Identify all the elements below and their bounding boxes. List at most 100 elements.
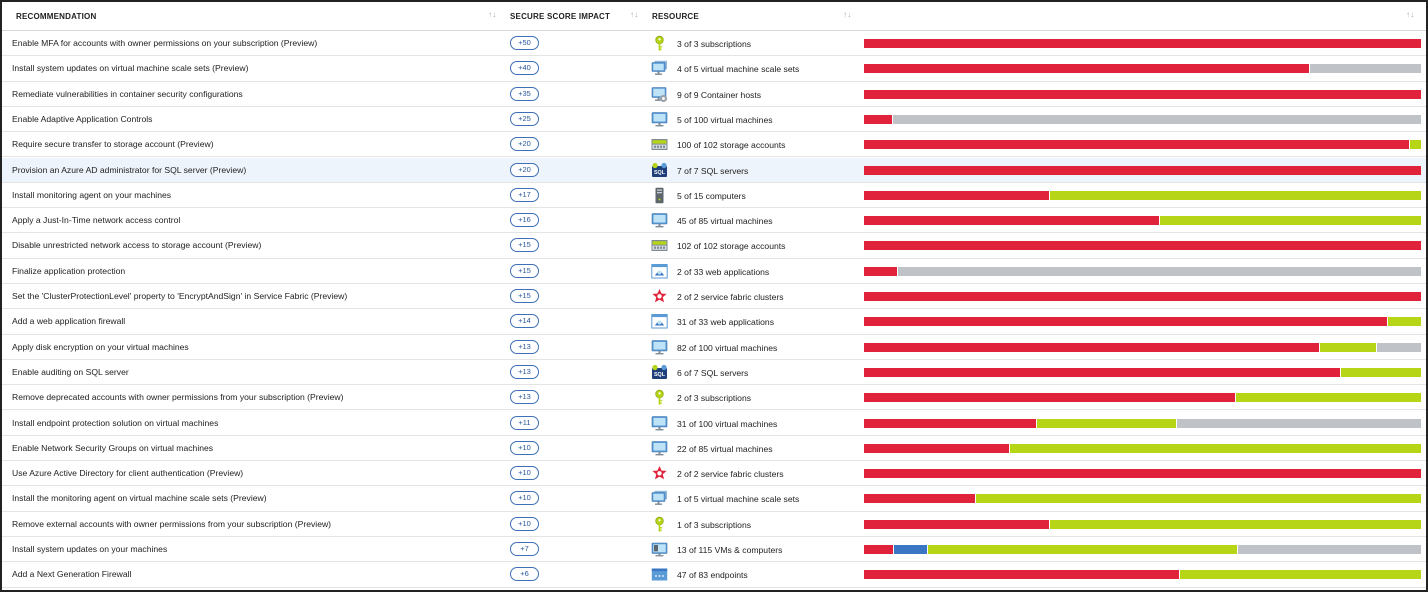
secure-score-impact-badge: +10 [510, 516, 539, 531]
table-row[interactable]: Add a Next Generation Firewall +6 47 of 83… [2, 562, 1426, 588]
secure-score-impact-badge: +20 [510, 137, 539, 152]
resource-health-bar [864, 89, 1421, 99]
table-row[interactable]: Install the monitoring agent on virtual … [2, 486, 1426, 512]
table-row[interactable]: Require secure transfer to storage accou… [2, 132, 1426, 158]
column-header-resource[interactable]: RESOURCE [652, 12, 699, 21]
resource-count: 7 of 7 SQL servers [677, 165, 749, 176]
health-segment-not-applicable [898, 266, 1421, 276]
virtual-machine-icon [651, 212, 668, 229]
web-application-icon [651, 313, 668, 330]
key-icon [651, 389, 668, 406]
health-segment-unhealthy [864, 418, 1037, 428]
secure-score-impact-badge: +25 [510, 111, 539, 126]
health-segment-healthy [1050, 190, 1421, 200]
health-segment-not-applicable [1238, 545, 1421, 554]
resource-count: 22 of 85 virtual machines [677, 443, 773, 454]
secure-score-impact-badge: +15 [510, 238, 539, 253]
health-segment-other [893, 545, 928, 554]
table-row[interactable]: Remediate vulnerabilities in container s… [2, 82, 1426, 107]
table-row[interactable]: Provision an Azure AD administrator for … [2, 157, 1426, 183]
health-segment-healthy [1009, 443, 1421, 453]
resource-health-bar [864, 519, 1421, 529]
table-row[interactable]: Enable Adaptive Application Controls +25 5… [2, 107, 1426, 133]
table-row[interactable]: Finalize application protection +15 2 of 3… [2, 259, 1426, 284]
health-segment-unhealthy [864, 443, 1009, 453]
recommendation-name: Install the monitoring agent on virtual … [12, 493, 267, 504]
resource-count: 3 of 3 subscriptions [677, 39, 752, 49]
table-row[interactable]: Add a web application firewall +14 31 of 3… [2, 309, 1426, 335]
virtual-machine-icon [651, 440, 668, 457]
resource-health-bar [864, 241, 1421, 251]
table-row[interactable]: Install system updates on your machines +… [2, 537, 1426, 563]
resource-count: 31 of 100 virtual machines [677, 418, 778, 429]
secure-score-impact-badge: +15 [510, 263, 539, 278]
health-segment-healthy [1387, 317, 1421, 327]
health-segment-unhealthy [864, 114, 892, 124]
health-segment-healthy [976, 494, 1421, 504]
virtual-machine-icon [651, 339, 668, 356]
vm-scale-set-icon [651, 60, 668, 77]
secure-score-impact-badge: +7 [510, 542, 539, 556]
table-row[interactable]: Install endpoint protection solution on … [2, 411, 1426, 436]
recommendation-name: Enable auditing on SQL server [12, 366, 129, 377]
recommendation-name: Install system updates on your machines [12, 544, 168, 554]
recommendation-name: Require secure transfer to storage accou… [12, 139, 214, 150]
health-segment-unhealthy [864, 393, 1235, 403]
secure-score-impact-badge: +14 [510, 314, 539, 329]
sort-icon[interactable]: ↑↓ [1406, 10, 1415, 19]
resource-health-bar [864, 140, 1421, 150]
health-segment-healthy [1409, 140, 1421, 150]
table-row[interactable]: Apply a Just-In-Time network access cont… [2, 208, 1426, 234]
resource-health-bar [864, 443, 1421, 453]
container-host-icon [651, 86, 668, 103]
table-row[interactable]: Set the 'ClusterProtectionLevel' propert… [2, 284, 1426, 310]
table-row[interactable]: Remove external accounts with owner perm… [2, 512, 1426, 537]
recommendation-name: Add a web application firewall [12, 316, 126, 327]
table-row[interactable]: Remove deprecated accounts with owner pe… [2, 385, 1426, 411]
resource-health-bar [864, 39, 1421, 48]
recommendation-name: Install system updates on virtual machin… [12, 63, 249, 74]
table-row[interactable]: Enable MFA for accounts with owner permi… [2, 31, 1426, 57]
sort-icon[interactable]: ↑↓ [843, 10, 852, 19]
health-segment-healthy [1235, 393, 1421, 403]
resource-health-bar [864, 342, 1421, 352]
health-segment-healthy [928, 545, 1238, 554]
health-segment-unhealthy [864, 140, 1409, 150]
table-row[interactable]: Apply disk encryption on your virtual ma… [2, 335, 1426, 360]
table-row[interactable]: Enable auditing on SQL server +13 SQL 6 of … [2, 360, 1426, 386]
resource-health-bar [864, 114, 1421, 124]
health-segment-unhealthy [864, 545, 893, 554]
table-row[interactable]: Enable Network Security Groups on virtua… [2, 436, 1426, 462]
sort-icon[interactable]: ↑↓ [488, 10, 497, 19]
recommendation-name: Provision an Azure AD administrator for … [12, 164, 247, 175]
resource-count: 2 of 2 service fabric clusters [677, 292, 784, 302]
secure-score-impact-badge: +17 [510, 187, 539, 202]
resource-count: 13 of 115 VMs & computers [677, 545, 783, 555]
table-row[interactable]: Install system updates on virtual machin… [2, 56, 1426, 82]
table-row[interactable]: Disable unrestricted network access to s… [2, 233, 1426, 259]
resource-health-bar [864, 64, 1421, 74]
table-header: RECOMMENDATION ↑↓ SECURE SCORE IMPACT ↑↓… [2, 2, 1426, 31]
table-row[interactable]: Install monitoring agent on your machine… [2, 183, 1426, 209]
secure-score-impact-badge: +10 [510, 440, 539, 455]
recommendation-name: Enable Adaptive Application Controls [12, 113, 153, 124]
column-header-secure-score-impact[interactable]: SECURE SCORE IMPACT [510, 12, 611, 21]
table-row[interactable]: Use Azure Active Directory for client au… [2, 461, 1426, 487]
sql-server-icon: SQL [651, 364, 668, 381]
column-header-recommendation[interactable]: RECOMMENDATION [16, 12, 97, 21]
resource-count: 45 of 85 virtual machines [677, 216, 773, 227]
health-segment-unhealthy [864, 570, 1179, 580]
resource-count: 5 of 15 computers [677, 190, 746, 201]
sort-icon[interactable]: ↑↓ [630, 10, 639, 19]
recommendation-name: Install endpoint protection solution on … [12, 417, 219, 428]
health-segment-unhealthy [864, 64, 1309, 74]
health-segment-healthy [1341, 367, 1421, 377]
resource-count: 9 of 9 Container hosts [677, 89, 762, 100]
secure-score-impact-badge: +10 [510, 466, 539, 481]
resource-health-bar [864, 367, 1421, 377]
health-segment-unhealthy [864, 266, 898, 276]
resource-count: 5 of 100 virtual machines [677, 114, 773, 125]
health-segment-unhealthy [864, 317, 1387, 327]
resource-count: 102 of 102 storage accounts [677, 241, 786, 252]
